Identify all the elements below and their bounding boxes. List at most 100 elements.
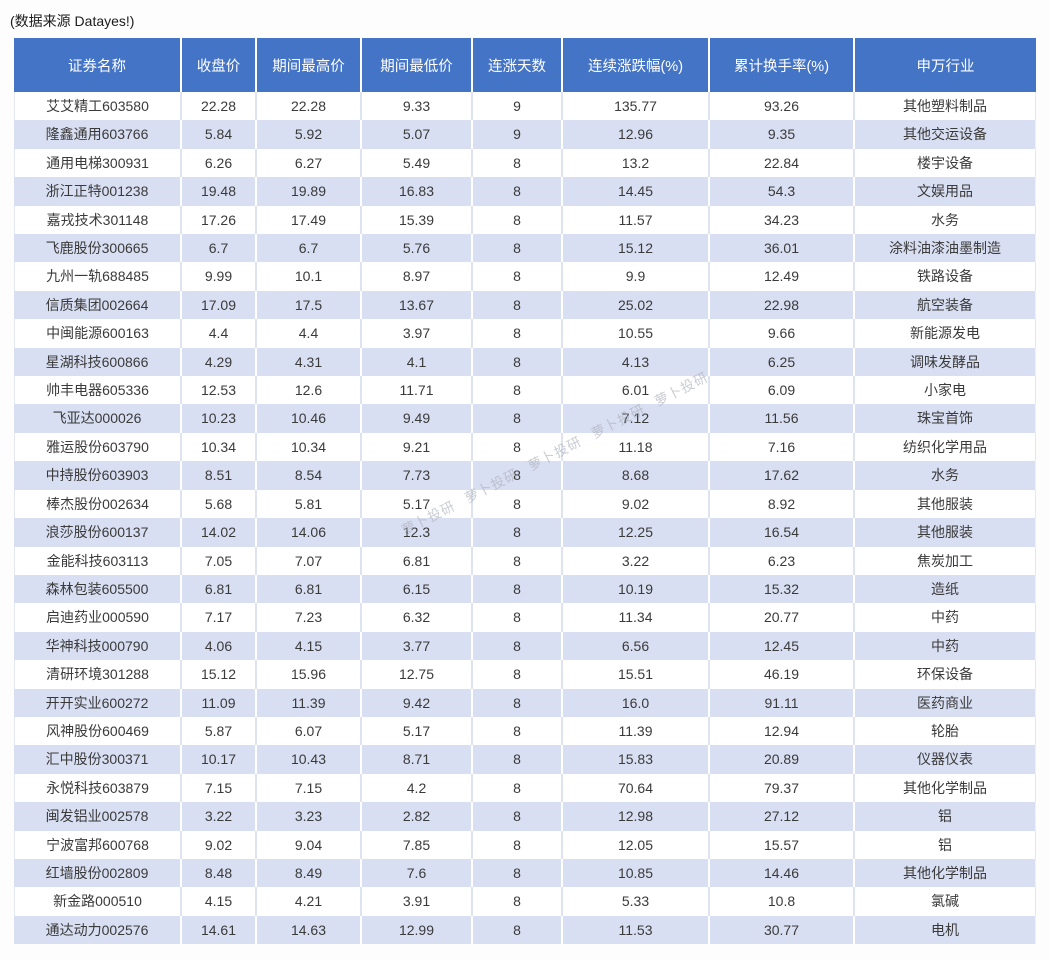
cell: 6.01 bbox=[563, 376, 710, 405]
cell: 12.45 bbox=[710, 631, 855, 661]
security-name-cell: 嘉戎技术301148 bbox=[14, 205, 182, 235]
table-row: 棒杰股份002634 5.68 5.81 5.17 8 9.02 8.92 其他服装 bbox=[14, 489, 1036, 519]
cell: 4.1 bbox=[362, 347, 473, 377]
table-row: 雅运股份603790 10.34 10.34 9.21 8 11.18 7.16 纺织化学用品 bbox=[14, 432, 1036, 462]
table-body: 艾艾精工603580 22.28 22.28 9.33 9 135.77 93.26 其他塑料… bbox=[14, 92, 1036, 945]
data-source-note: (数据来源 Datayes!) bbox=[10, 13, 135, 29]
cell: 8 bbox=[473, 688, 563, 717]
cell: 珠宝首饰 bbox=[855, 404, 1036, 433]
cell: 5.49 bbox=[362, 148, 473, 178]
cell: 9.42 bbox=[362, 688, 473, 717]
cell: 6.15 bbox=[362, 574, 473, 604]
security-name-cell: 汇中股份300371 bbox=[14, 745, 182, 774]
cell: 6.7 bbox=[182, 234, 257, 263]
cell: 5.07 bbox=[362, 120, 473, 149]
cell: 4.13 bbox=[563, 347, 710, 377]
cell: 涂料油漆油墨制造 bbox=[855, 234, 1036, 263]
cell: 8 bbox=[473, 177, 563, 206]
cell: 22.28 bbox=[182, 92, 257, 121]
cell: 8 bbox=[473, 773, 563, 803]
cell: 6.23 bbox=[710, 546, 855, 575]
cell: 91.11 bbox=[710, 688, 855, 717]
cell: 8 bbox=[473, 603, 563, 632]
security-name-cell: 飞鹿股份300665 bbox=[14, 234, 182, 263]
security-name-cell: 信质集团002664 bbox=[14, 290, 182, 320]
cell: 8 bbox=[473, 290, 563, 320]
cell: 79.37 bbox=[710, 773, 855, 803]
cell: 14.02 bbox=[182, 518, 257, 547]
cell: 15.57 bbox=[710, 830, 855, 859]
security-name-cell: 飞亚达000026 bbox=[14, 404, 182, 433]
cell: 其他交运设备 bbox=[855, 120, 1036, 149]
cell: 9.02 bbox=[563, 489, 710, 519]
cell: 8.97 bbox=[362, 262, 473, 291]
table-row: 信质集团002664 17.09 17.5 13.67 8 25.02 22.98 航空装备 bbox=[14, 290, 1036, 320]
cell: 10.8 bbox=[710, 887, 855, 916]
cell: 8 bbox=[473, 887, 563, 916]
cell: 4.4 bbox=[257, 319, 362, 348]
cell: 医药商业 bbox=[855, 688, 1036, 717]
cell: 12.75 bbox=[362, 660, 473, 689]
cell: 8 bbox=[473, 716, 563, 746]
cell: 22.84 bbox=[710, 148, 855, 178]
security-name-cell: 雅运股份603790 bbox=[14, 432, 182, 462]
cell: 93.26 bbox=[710, 92, 855, 121]
cell: 5.17 bbox=[362, 716, 473, 746]
table-row: 通用电梯300931 6.26 6.27 5.49 8 13.2 22.84 楼宇设备 bbox=[14, 148, 1036, 178]
cell: 6.26 bbox=[182, 148, 257, 178]
cell: 10.85 bbox=[563, 858, 710, 888]
cell: 5.92 bbox=[257, 120, 362, 149]
cell: 19.48 bbox=[182, 177, 257, 206]
security-name-cell: 金能科技603113 bbox=[14, 546, 182, 575]
cell: 中药 bbox=[855, 603, 1036, 632]
cell: 9.02 bbox=[182, 830, 257, 859]
cell: 仪器仪表 bbox=[855, 745, 1036, 774]
cell: 4.2 bbox=[362, 773, 473, 803]
cell: 8 bbox=[473, 262, 563, 291]
security-name-cell: 隆鑫通用603766 bbox=[14, 120, 182, 149]
cell: 其他化学制品 bbox=[855, 858, 1036, 888]
cell: 8 bbox=[473, 347, 563, 377]
table-row: 汇中股份300371 10.17 10.43 8.71 8 15.83 20.89 仪器仪表 bbox=[14, 745, 1036, 774]
cell: 14.45 bbox=[563, 177, 710, 206]
cell: 17.26 bbox=[182, 205, 257, 235]
cell: 20.89 bbox=[710, 745, 855, 774]
cell: 4.15 bbox=[257, 631, 362, 661]
security-name-cell: 闽发铝业002578 bbox=[14, 802, 182, 831]
cell: 7.17 bbox=[182, 603, 257, 632]
cell: 9.99 bbox=[182, 262, 257, 291]
cell: 铁路设备 bbox=[855, 262, 1036, 291]
cell: 9.9 bbox=[563, 262, 710, 291]
cell: 调味发酵品 bbox=[855, 347, 1036, 377]
cell: 8 bbox=[473, 404, 563, 433]
cell: 6.56 bbox=[563, 631, 710, 661]
cell: 纺织化学用品 bbox=[855, 432, 1036, 462]
table-row: 帅丰电器605336 12.53 12.6 11.71 8 6.01 6.09 小家电 bbox=[14, 376, 1036, 405]
cell: 4.15 bbox=[182, 887, 257, 916]
cell: 10.34 bbox=[257, 432, 362, 462]
cell: 17.62 bbox=[710, 461, 855, 490]
security-name-cell: 宁波富邦600768 bbox=[14, 830, 182, 859]
column-header-3: 期间最高价 bbox=[257, 38, 362, 92]
cell: 70.64 bbox=[563, 773, 710, 803]
cell: 10.23 bbox=[182, 404, 257, 433]
cell: 中药 bbox=[855, 631, 1036, 661]
table-row: 金能科技603113 7.05 7.07 6.81 8 3.22 6.23 焦炭加工 bbox=[14, 546, 1036, 575]
cell: 7.85 bbox=[362, 830, 473, 859]
cell: 水务 bbox=[855, 205, 1036, 235]
cell: 10.43 bbox=[257, 745, 362, 774]
cell: 8 bbox=[473, 745, 563, 774]
table-row: 嘉戎技术301148 17.26 17.49 15.39 8 11.57 34.23 水务 bbox=[14, 205, 1036, 235]
cell: 7.15 bbox=[257, 773, 362, 803]
column-header-8: 申万行业 bbox=[855, 38, 1036, 92]
cell: 4.21 bbox=[257, 887, 362, 916]
table-row: 星湖科技600866 4.29 4.31 4.1 8 4.13 6.25 调味发酵品 bbox=[14, 347, 1036, 377]
cell: 电机 bbox=[855, 915, 1036, 945]
cell: 7.23 bbox=[257, 603, 362, 632]
cell: 10.17 bbox=[182, 745, 257, 774]
cell: 6.27 bbox=[257, 148, 362, 178]
table-row: 启迪药业000590 7.17 7.23 6.32 8 11.34 20.77 中药 bbox=[14, 603, 1036, 632]
security-name-cell: 棒杰股份002634 bbox=[14, 489, 182, 519]
cell: 27.12 bbox=[710, 802, 855, 831]
cell: 16.83 bbox=[362, 177, 473, 206]
